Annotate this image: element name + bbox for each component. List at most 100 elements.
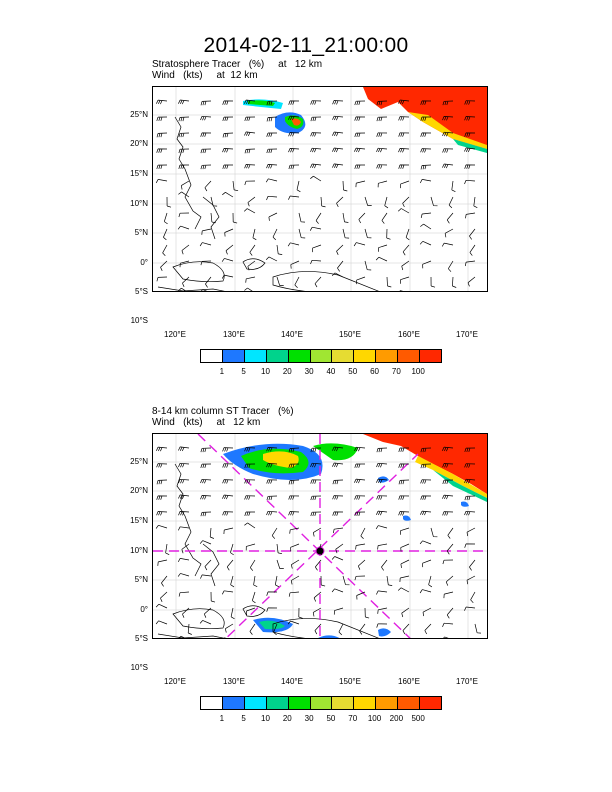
wind-barb [290, 575, 300, 585]
wind-barb [244, 522, 256, 529]
wind-barb [160, 260, 168, 271]
wind-barb [200, 511, 212, 517]
wind-barb [178, 462, 190, 468]
wind-barb [420, 132, 432, 137]
panel2-lat-tick: 10°S [130, 663, 148, 672]
wind-barb [199, 540, 212, 545]
colorbar-label: 50 [348, 367, 358, 376]
wind-barb [244, 287, 253, 291]
wind-barb [204, 180, 212, 192]
wind-barb [342, 212, 349, 223]
wind-barb [249, 623, 256, 635]
wind-barb [222, 132, 234, 138]
wind-barb [155, 179, 168, 184]
wind-barb [156, 463, 168, 468]
panel1-lon-tick: 150°E [339, 330, 361, 339]
panel2-lon-tick: 140°E [281, 677, 303, 686]
wind-barb [245, 276, 256, 283]
wind-barb [381, 212, 388, 224]
wind-barb [201, 228, 212, 235]
colorbar-label: 20 [282, 367, 292, 376]
wind-barb [357, 559, 366, 570]
panel1-lat-tick: 10°N [130, 199, 148, 208]
wind-barb [251, 591, 256, 604]
wind-barb [375, 525, 388, 530]
wind-barb [276, 543, 283, 555]
wind-barb [364, 196, 372, 206]
wind-barb [354, 575, 366, 581]
wind-barb [200, 289, 208, 291]
wind-barb [209, 527, 215, 539]
wind-barb [466, 527, 476, 537]
wind-barb [221, 590, 234, 595]
wind-barb [422, 260, 432, 269]
wind-barb [359, 623, 366, 635]
wind-barb [364, 228, 372, 239]
panel2-lat-tick: 15°N [130, 516, 148, 525]
wind-barb [315, 559, 322, 571]
wind-barb [398, 447, 409, 453]
wind-barb [464, 179, 476, 185]
panel1-lat-tick: 25°N [130, 110, 148, 119]
wind-barb [430, 276, 436, 288]
wind-barb [225, 244, 234, 255]
colorbar-swatch [354, 350, 377, 362]
coastlines [157, 463, 379, 638]
wind-barb [226, 559, 234, 571]
wind-barb [178, 287, 187, 291]
wind-barb [397, 587, 410, 593]
wind-barb [364, 260, 372, 271]
colorbar-label: 50 [326, 714, 336, 723]
colorbar-label: 30 [304, 714, 314, 723]
wind-barb [222, 463, 234, 468]
wind-barb [442, 148, 454, 153]
wind-barb [310, 447, 322, 453]
wind-barb [428, 575, 433, 588]
wind-barb [271, 527, 278, 539]
wind-barb [442, 559, 454, 565]
colorbar-label: 200 [389, 714, 404, 723]
wind-barb [288, 511, 300, 516]
wind-barb [310, 495, 322, 501]
wind-barb [222, 511, 234, 516]
wind-barb [312, 607, 322, 617]
panel2-lat-tick: 5°S [135, 634, 148, 643]
colorbar-label: 5 [241, 714, 246, 723]
wind-barb [386, 228, 391, 240]
wind-barb [420, 495, 432, 500]
wind-barb [464, 164, 476, 169]
wind-barb [244, 131, 256, 137]
panel1-lat-tick: 15°N [130, 169, 148, 178]
wind-barb [398, 463, 410, 468]
wind-barb [276, 559, 284, 569]
wind-barb [446, 212, 454, 224]
wind-barb [288, 447, 300, 453]
wind-barb [177, 558, 190, 563]
wind-barb [162, 244, 168, 257]
panel1-lon-tick: 140°E [281, 330, 303, 339]
colorbar-swatch [288, 350, 311, 362]
wind-barb [312, 527, 322, 537]
panel1-lat-tick: 0° [140, 258, 148, 267]
wind-barb [337, 260, 344, 272]
wind-barb [200, 100, 212, 106]
wind-barb [464, 478, 476, 484]
wind-barb [244, 148, 256, 154]
wind-barb [464, 116, 476, 121]
wind-barb [200, 115, 212, 121]
wind-barb [442, 116, 454, 121]
wind-barb [442, 100, 454, 106]
wind-barb [376, 462, 388, 468]
wind-barb [448, 260, 454, 272]
wind-barb [377, 607, 388, 614]
wind-barb [156, 99, 168, 105]
wind-barb [266, 100, 278, 106]
wind-barb [274, 575, 280, 588]
colorbar-swatch [244, 697, 267, 709]
wind-barb [156, 446, 168, 452]
wind-barb [163, 212, 168, 225]
wind-barb [464, 510, 476, 516]
wind-barb [400, 559, 410, 568]
wind-barb [178, 191, 190, 198]
wind-barb [376, 116, 388, 122]
